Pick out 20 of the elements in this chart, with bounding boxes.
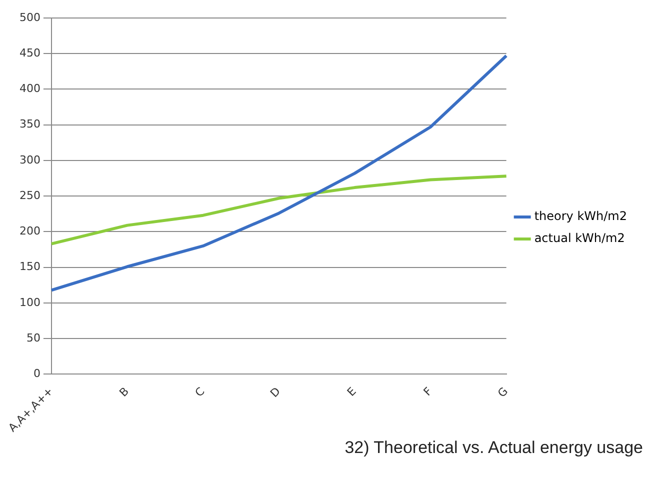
x-tick-label: E bbox=[344, 384, 359, 399]
y-tick-label: 450 bbox=[19, 46, 40, 60]
y-tick-label: 400 bbox=[19, 82, 40, 96]
text: 32) Theoretical vs. Actual energy usage bbox=[344, 438, 644, 458]
y-tick-label: 500 bbox=[19, 10, 40, 24]
x-tick-label: C bbox=[192, 384, 208, 400]
y-tick-label: 150 bbox=[19, 260, 40, 274]
y-tick-label: 0 bbox=[33, 367, 40, 380]
x-tick-label: D bbox=[268, 384, 284, 400]
y-tick-label: 300 bbox=[19, 153, 40, 166]
x-tick-label: F bbox=[420, 384, 435, 398]
y-tick-label: 250 bbox=[19, 188, 40, 202]
x-tick-label: G bbox=[495, 384, 510, 400]
y-tick-label: 50 bbox=[26, 331, 40, 344]
x-tick-label: B bbox=[116, 384, 132, 400]
legend-label: theory kWh/m2 bbox=[534, 209, 627, 224]
y-tick-label: 350 bbox=[19, 118, 40, 131]
y-tick-label: 100 bbox=[19, 296, 40, 309]
y-tick-label: 200 bbox=[19, 224, 40, 238]
legend-label: actual kWh/m2 bbox=[534, 231, 625, 246]
